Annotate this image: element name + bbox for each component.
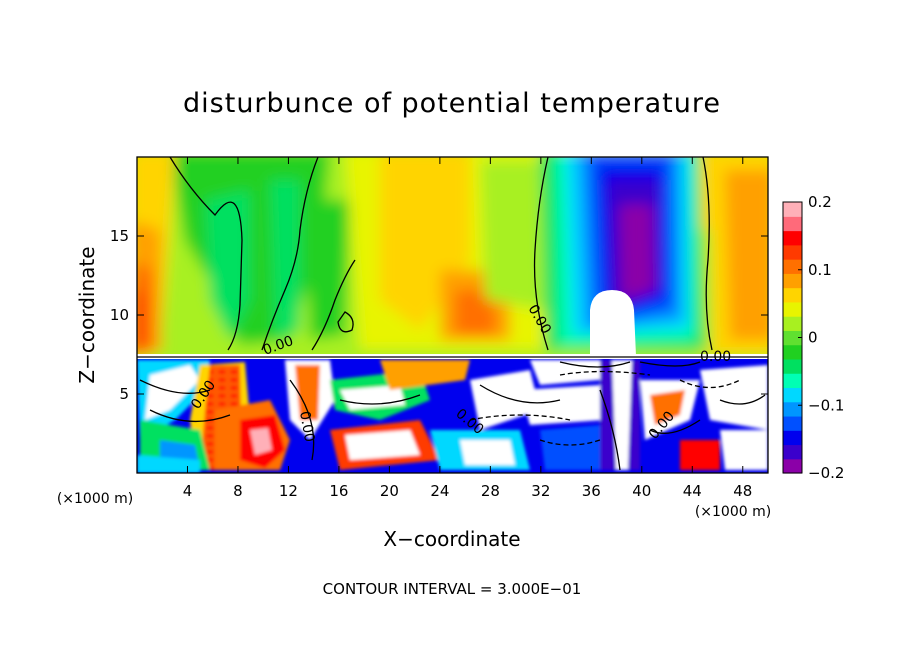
heatmap-field: 0.00 0.00 0.00 0.00 0.00 0.00 0.00 (137, 157, 768, 473)
x-tick-label: 12 (279, 482, 298, 500)
colorbar-tick-label: 0.2 (808, 193, 832, 211)
colorbar-segment (783, 216, 802, 232)
colorbar-segment (783, 415, 802, 431)
x-tick-label: 8 (233, 482, 243, 500)
colorbar-tick-label: 0 (808, 329, 818, 347)
x-tick-label: 20 (380, 482, 399, 500)
colorbar (782, 201, 803, 474)
x-axis-label: X−coordinate (383, 527, 520, 551)
colorbar-segment (783, 259, 802, 274)
x-tick-label: 40 (632, 482, 651, 500)
colorbar-segment (783, 444, 802, 460)
x-tick-label: 48 (733, 482, 752, 500)
x-tick-label: 44 (683, 482, 702, 500)
y-tick-label: 5 (119, 385, 129, 403)
y-tick-label: 15 (110, 227, 129, 245)
colorbar-segment (783, 316, 802, 331)
colorbar-segment (783, 344, 802, 360)
colorbar-segment (783, 202, 802, 217)
colorbar-tick-label: 0.1 (808, 261, 832, 279)
colorbar-tick-label: −0.1 (808, 396, 844, 414)
colorbar-segment (783, 430, 802, 446)
colorbar-segment (783, 330, 802, 346)
contour-label: 0.00 (700, 349, 731, 365)
x-unit-right: (×1000 m) (695, 504, 771, 520)
y-tick-label: 10 (110, 306, 129, 324)
x-tick-label: 4 (183, 482, 193, 500)
colorbar-segment (783, 358, 802, 374)
x-tick-label: 36 (582, 482, 601, 500)
colorbar-segment (783, 287, 802, 303)
contour-interval-note: CONTOUR INTERVAL = 3.000E−01 (323, 580, 582, 598)
colorbar-segment (783, 458, 802, 474)
contour-lines (139, 157, 766, 471)
colorbar-segment (783, 244, 802, 260)
colorbar-segment (783, 273, 802, 289)
x-tick-label: 32 (531, 482, 550, 500)
colorbar-segment (783, 373, 802, 389)
x-unit-left: (×1000 m) (57, 491, 133, 507)
chart-title: disturbunce of potential temperature (183, 88, 721, 119)
x-axis-ticks: 4 8 12 16 20 24 28 32 36 40 44 48 (183, 157, 752, 500)
colorbar-ticks: 0.2 0.1 0 −0.1 −0.2 (798, 193, 844, 482)
colorbar-segment (783, 401, 802, 417)
x-tick-label: 28 (481, 482, 500, 500)
colorbar-segment (783, 230, 802, 246)
contour-label: 0.00 (296, 410, 317, 443)
y-axis-ticks: 5 10 15 (110, 227, 768, 403)
x-tick-label: 16 (329, 482, 348, 500)
y-axis-label: Z−coordinate (75, 246, 99, 383)
colorbar-segment (783, 387, 802, 403)
colorbar-segment (783, 301, 802, 317)
x-tick-label: 24 (430, 482, 449, 500)
colorbar-tick-label: −0.2 (808, 464, 844, 482)
